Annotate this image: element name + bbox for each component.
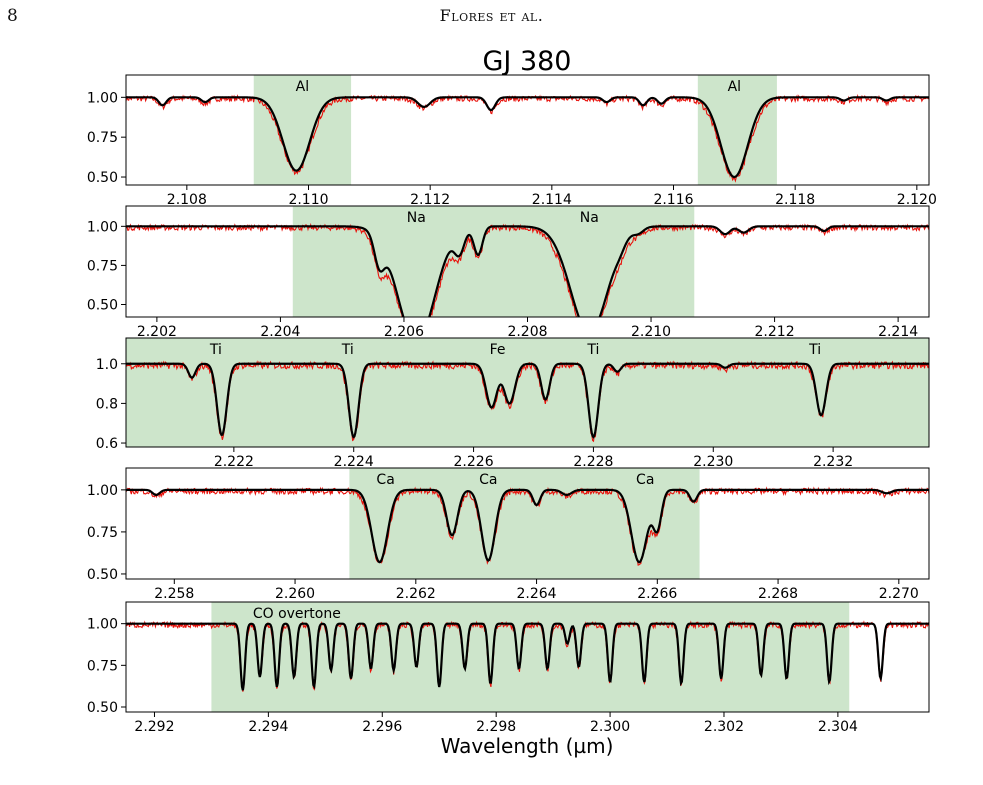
chart-title: GJ 380 <box>482 46 571 77</box>
x-tick-label: 2.304 <box>818 719 858 735</box>
panel-frame <box>125 74 930 186</box>
panels-group: 2.108 2.110 2.112 2.114 2.116 2.118 2.120 0.50 0… <box>87 74 937 735</box>
spectrum-panel: 2.292 2.294 2.296 2.298 2.300 2.302 2.304 0.50 0… <box>87 601 930 735</box>
x-tick-label: 2.224 <box>334 454 374 470</box>
x-tick-label: 2.108 <box>167 192 207 208</box>
line-region-highlight <box>211 602 850 712</box>
y-tick-label: 0.50 <box>87 700 118 716</box>
element-label: Na <box>407 210 426 226</box>
element-label: Ca <box>636 472 654 488</box>
element-label: Fe <box>490 342 506 358</box>
y-tick-label: 0.75 <box>87 130 118 146</box>
model-spectrum-line <box>126 362 929 439</box>
page-number: 8 <box>7 6 18 26</box>
model-spectrum-line <box>126 622 929 691</box>
x-tick-label: 2.298 <box>476 719 516 735</box>
element-label: Ti <box>808 342 821 358</box>
y-tick-label: 0.75 <box>87 258 118 274</box>
x-axis-label: Wavelength (µm) <box>441 734 614 758</box>
x-tick-label: 2.226 <box>454 454 494 470</box>
model-spectrum-line <box>126 96 929 179</box>
x-tick-label: 2.300 <box>590 719 630 735</box>
y-tick-label: 0.50 <box>87 170 118 186</box>
element-label: Ca <box>479 472 497 488</box>
panel-frame <box>125 601 930 713</box>
x-tick-label: 2.114 <box>532 192 572 208</box>
spectrum-panel: 2.222 2.224 2.226 2.228 2.230 2.232 0.6 0.8 1.0 T… <box>96 337 930 470</box>
x-tick-label: 2.292 <box>134 719 174 735</box>
y-tick-label: 0.75 <box>87 525 118 541</box>
spectrum-panel: 2.258 2.260 2.262 2.264 2.266 2.268 2.270 0.50 0… <box>87 467 930 602</box>
x-tick-label: 2.262 <box>396 586 436 602</box>
x-tick-label: 2.230 <box>693 454 733 470</box>
x-tick-label: 2.116 <box>653 192 693 208</box>
x-tick-label: 2.258 <box>154 586 194 602</box>
element-label: Na <box>580 210 599 226</box>
x-tick-label: 2.112 <box>410 192 450 208</box>
running-head: Flores et al. <box>439 6 544 25</box>
x-tick-label: 2.232 <box>813 454 853 470</box>
x-tick-label: 2.204 <box>260 324 300 340</box>
y-tick-label: 0.6 <box>96 436 118 452</box>
x-tick-label: 2.270 <box>879 586 919 602</box>
x-tick-label: 2.302 <box>704 719 744 735</box>
y-tick-label: 1.0 <box>96 357 118 373</box>
x-tick-label: 2.120 <box>897 192 937 208</box>
line-region-highlight <box>126 338 929 447</box>
x-tick-label: 2.266 <box>637 586 677 602</box>
y-tick-label: 0.50 <box>87 297 118 313</box>
model-spectrum-line <box>126 225 929 317</box>
panel-frame <box>125 467 930 580</box>
x-tick-label: 2.118 <box>775 192 815 208</box>
element-label: Ti <box>586 342 599 358</box>
y-tick-label: 0.75 <box>87 658 118 674</box>
x-tick-label: 2.202 <box>137 324 177 340</box>
element-label: CO overtone <box>253 606 341 622</box>
x-tick-label: 2.264 <box>517 586 557 602</box>
spectrum-panel: 2.108 2.110 2.112 2.114 2.116 2.118 2.120 0.50 0… <box>87 74 937 208</box>
panel-frame <box>125 337 930 448</box>
y-tick-label: 1.00 <box>87 219 118 235</box>
x-tick-label: 2.294 <box>248 719 288 735</box>
x-tick-label: 2.206 <box>384 324 424 340</box>
y-tick-label: 1.00 <box>87 617 118 633</box>
x-tick-label: 2.228 <box>573 454 613 470</box>
x-tick-label: 2.210 <box>631 324 671 340</box>
y-tick-label: 0.50 <box>87 567 118 583</box>
element-label: Ti <box>209 342 222 358</box>
element-label: Al <box>296 79 309 95</box>
observed-spectrum-line <box>126 93 929 183</box>
model-spectrum-line <box>126 488 929 564</box>
x-tick-label: 2.212 <box>755 324 795 340</box>
element-label: Ca <box>376 472 394 488</box>
y-tick-label: 1.00 <box>87 483 118 499</box>
element-label: Ti <box>341 342 354 358</box>
y-tick-label: 0.8 <box>96 396 118 412</box>
line-region-highlight <box>292 206 695 317</box>
x-tick-label: 2.260 <box>275 586 315 602</box>
x-tick-label: 2.268 <box>758 586 798 602</box>
x-tick-label: 2.222 <box>214 454 254 470</box>
line-region-highlight <box>697 75 777 185</box>
x-tick-label: 2.208 <box>507 324 547 340</box>
x-tick-label: 2.296 <box>362 719 402 735</box>
y-tick-label: 1.00 <box>87 90 118 106</box>
x-tick-label: 2.214 <box>878 324 918 340</box>
spectrum-panel: 2.202 2.204 2.206 2.208 2.210 2.212 2.214 0.50 0… <box>87 205 930 340</box>
x-tick-label: 2.110 <box>288 192 328 208</box>
element-label: Al <box>728 79 741 95</box>
